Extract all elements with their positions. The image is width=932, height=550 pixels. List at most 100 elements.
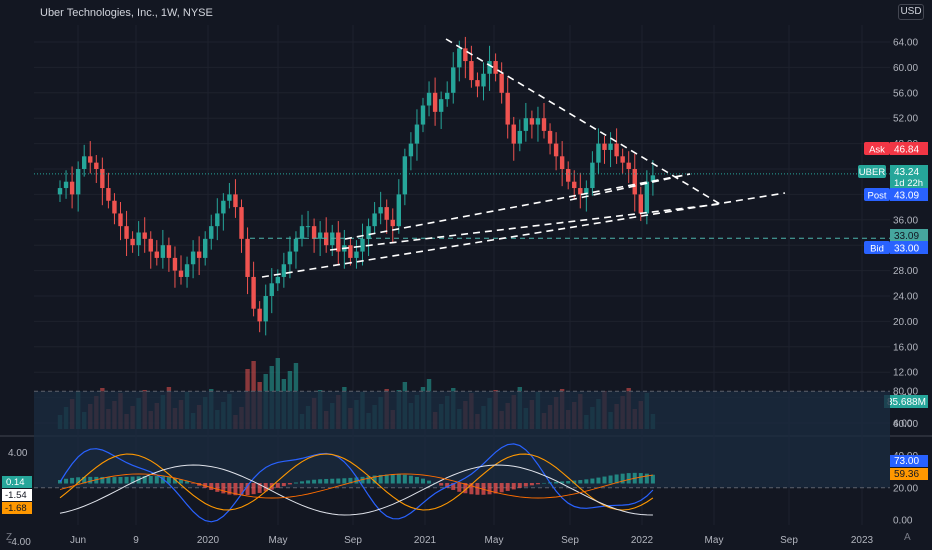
histogram-bar [529,483,534,486]
level-value-bg [890,229,928,242]
histogram-bar [523,483,528,487]
y-tick-label: 16.00 [893,342,918,353]
candle-body [432,92,438,112]
y-tick-label: 64.00 [893,38,918,49]
symbol-value: 43.24 [894,167,919,178]
ask-tag-value-bg [890,142,928,155]
osc-tag-left-top: 0.14 [6,477,25,488]
x-tick-label: May [269,535,288,546]
x-tick-label: Jun [70,535,86,546]
zoom-label[interactable]: Z [6,532,13,543]
candle-body [451,67,456,93]
y-tick-label: 4.00 [893,419,913,430]
symbol-label: UBER [859,167,886,178]
osc-tag-left-bot: -1.68 [5,503,27,514]
histogram-bar [82,476,87,484]
histogram-bar [372,475,377,484]
histogram-bar [620,473,625,484]
histogram-bar [281,483,286,487]
trendline [569,173,691,201]
candle-body [160,245,166,258]
osc-y-tick-label: 80.00 [893,387,918,398]
post-tag-label: Post [867,191,886,202]
x-tick-label: May [485,535,504,546]
histogram-bar [324,478,329,484]
histogram-bar [457,483,462,492]
candle-body [215,213,220,227]
histogram-bar [554,481,559,484]
osc-y-tick-label: 0.00 [893,516,913,527]
candle-body [330,232,335,246]
candle-body [578,188,583,195]
post-tag-value: 43.09 [894,191,919,202]
osc-tag-left-bot-bg [2,502,32,514]
histogram-bar [535,483,540,485]
candle-body [384,207,389,220]
histogram-bar [366,476,371,484]
candle-body [608,143,613,150]
histogram-bar [215,483,220,492]
bid-tag-value: 33.00 [894,244,919,255]
histogram-bar [94,476,99,484]
currency-button[interactable]: USD [898,4,924,20]
candle-body [148,238,153,252]
candle-body [620,156,625,163]
auto-scale-label[interactable]: A [904,532,911,543]
histogram-bar [384,474,389,484]
candle-body [69,181,75,195]
candle-body [360,238,365,252]
bid-tag-value-bg [890,241,928,254]
histogram-bar [251,483,256,495]
candle-body [203,238,208,258]
histogram-bar [239,483,244,496]
histogram-bar [451,483,456,490]
candle-body [517,130,522,144]
candle-body [154,251,159,258]
histogram-bar [124,476,129,484]
histogram-bar [445,483,450,488]
histogram-bar [130,476,135,484]
candle-body [408,143,414,157]
histogram-bar [644,473,649,484]
x-tick-label: Sep [780,535,798,546]
candle-body [523,118,529,131]
histogram-bar [142,476,147,484]
candle-body [354,251,359,258]
candle-body [584,188,589,195]
candle-body [233,194,238,208]
candle-body [366,226,371,239]
chart-title: Uber Technologies, Inc., 1W, NYSE [40,7,213,19]
candle-body [511,124,516,144]
candle-body [239,207,244,239]
countdown: 1d 22h [894,178,923,189]
post-tag-value-bg [890,188,928,201]
x-tick-label: Sep [344,535,362,546]
osc-tag-right-bot: 59.36 [894,469,919,480]
osc-y-tick-label: 60.00 [893,419,918,430]
histogram-bar [312,479,317,484]
candle-body [487,61,492,74]
candle-body [324,232,329,246]
candle-body [88,156,93,163]
candle-body [650,175,656,182]
candle-body [184,264,190,277]
histogram-bar [439,483,444,486]
candle-body [505,92,510,125]
candle-body [75,169,81,195]
volume-value-bg [884,395,928,408]
histogram-bar [542,482,546,484]
osc-tag-right-bot-bg [890,468,928,480]
symbol-label-bg [858,165,886,178]
osc-tag-left-mid-bg [2,489,32,501]
histogram-bar [209,483,214,490]
candle-body [57,188,63,195]
candle-body [100,169,105,189]
post-tag-label-bg [864,188,890,201]
histogram-bar [76,477,81,484]
histogram-bar [221,483,226,494]
candle-body [348,245,353,258]
candle-body [221,200,226,214]
candle-body [445,92,450,100]
histogram-bar [70,477,75,484]
